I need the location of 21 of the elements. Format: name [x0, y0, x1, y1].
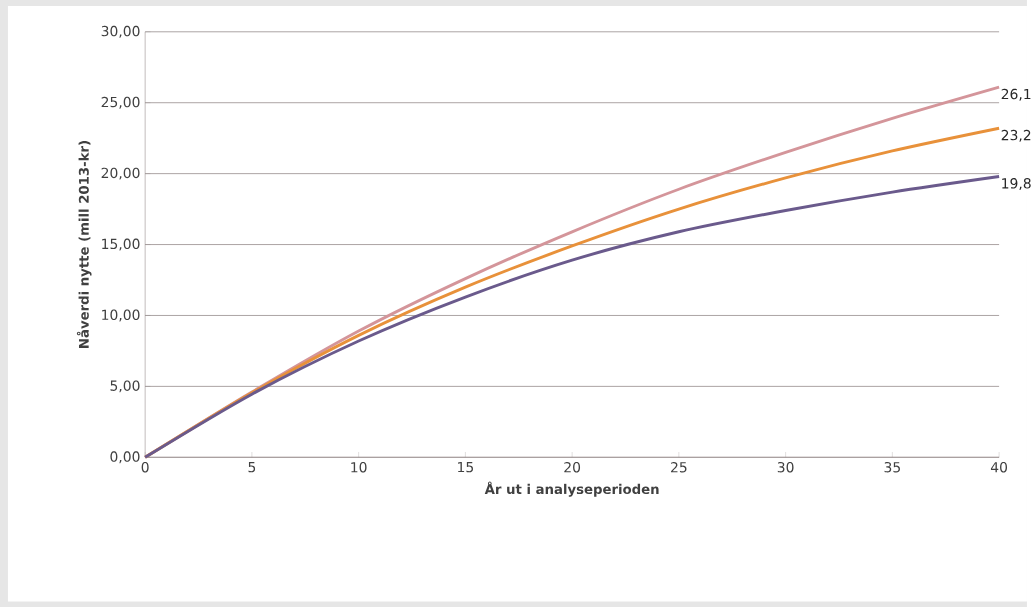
- x-tick-label: 30: [777, 461, 794, 473]
- x-tick-label: 20: [564, 461, 581, 473]
- x-tick-label: 5: [248, 461, 256, 473]
- y-tick-label: 15,00: [102, 238, 140, 251]
- y-tick-label: 5,00: [110, 380, 140, 393]
- y-tick-label: 20,00: [101, 167, 140, 180]
- x-axis-title: År ut i analyseperioden: [484, 481, 659, 497]
- x-tick-label: 35: [884, 461, 900, 473]
- y-tick-label: 0,00: [110, 451, 140, 464]
- y-axis-title: Nåverdi nytte (mill 2013-kr): [76, 140, 92, 348]
- data-label: 23,2: [1001, 129, 1031, 142]
- x-tick-label: 10: [351, 461, 367, 473]
- y-tick-label: 25,00: [101, 96, 140, 109]
- y-tick-label: 10,00: [102, 309, 140, 322]
- x-tick-label: 25: [671, 461, 687, 473]
- data-label: 26,1: [1001, 88, 1031, 101]
- data-label: 19,8: [1002, 177, 1031, 190]
- y-tick-label: 30,00: [101, 25, 140, 38]
- x-tick-label: 15: [458, 461, 474, 473]
- x-tick-label: 40: [990, 461, 1008, 473]
- x-tick-label: 0: [141, 461, 149, 473]
